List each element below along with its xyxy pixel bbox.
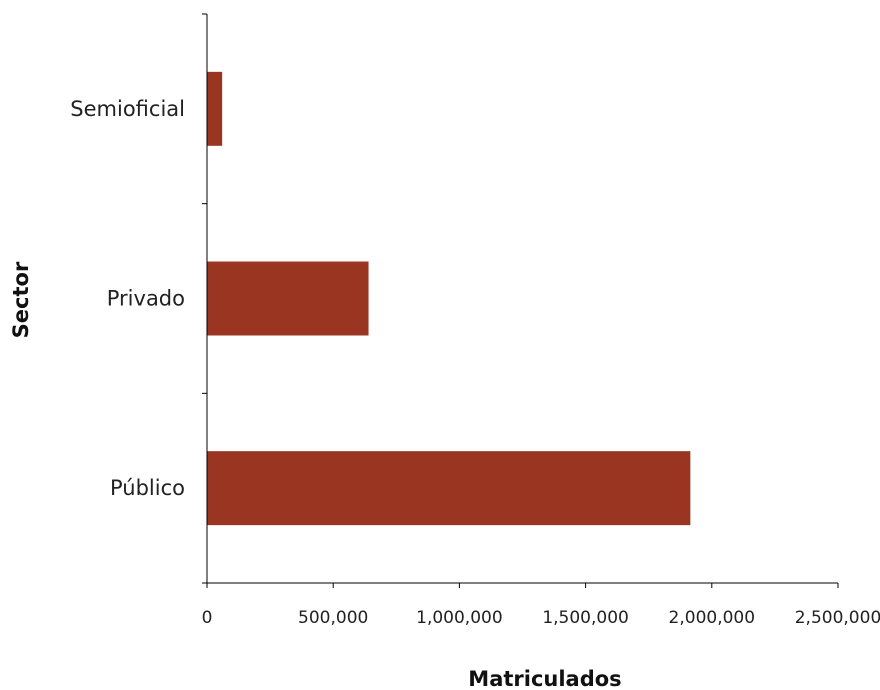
axes-group bbox=[206, 14, 838, 584]
x-tick-label: 2,500,000 bbox=[795, 608, 880, 628]
x-tick-label: 500,000 bbox=[298, 608, 368, 628]
x-tick-labels-group: 0 500,000 1,000,000 1,500,000 2,000,000 2,500… bbox=[202, 608, 880, 628]
x-ticks-group bbox=[206, 583, 839, 588]
bar-privado bbox=[207, 261, 369, 336]
category-label: Semioficial bbox=[70, 97, 185, 121]
x-tick-label: 1,500,000 bbox=[542, 608, 629, 628]
category-label: Público bbox=[110, 476, 185, 500]
x-tick-label: 1,000,000 bbox=[416, 608, 503, 628]
y-axis-title: Sector bbox=[9, 261, 33, 338]
bar-publico bbox=[207, 451, 691, 526]
category-label: Privado bbox=[107, 287, 185, 311]
bars-group bbox=[207, 71, 691, 526]
y-ticks-group bbox=[202, 13, 207, 584]
bar-semioficial bbox=[207, 71, 223, 146]
x-tick-label: 0 bbox=[202, 608, 213, 628]
category-labels-group: Semioficial Privado Público bbox=[70, 97, 185, 500]
x-axis-title: Matriculados bbox=[468, 667, 621, 690]
x-tick-label: 2,000,000 bbox=[669, 608, 756, 628]
